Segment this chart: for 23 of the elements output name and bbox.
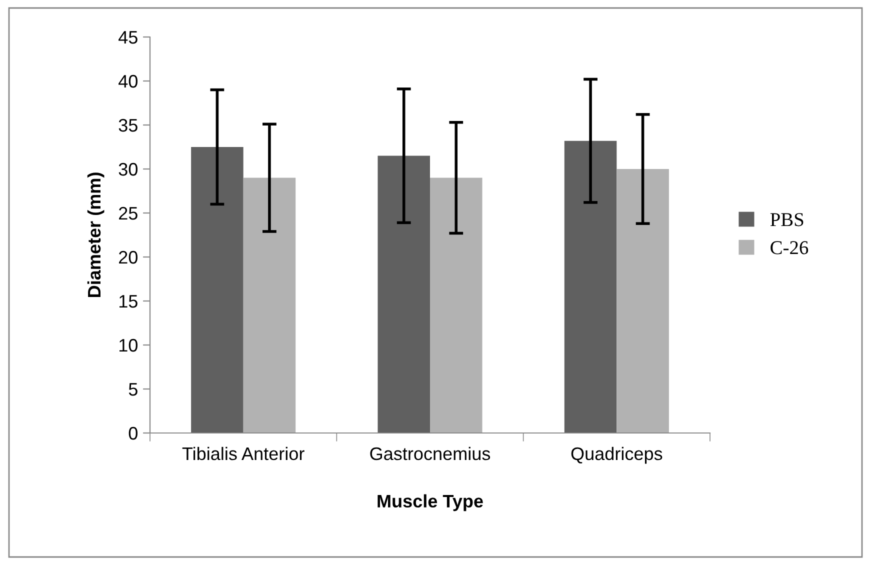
y-tick-label: 45 xyxy=(118,31,138,44)
y-tick-label: 30 xyxy=(118,162,138,176)
bar xyxy=(616,169,669,433)
bar xyxy=(243,178,296,433)
y-tick-label: 5 xyxy=(128,383,138,396)
legend-label: C-26 xyxy=(770,241,808,254)
bar xyxy=(191,147,244,433)
x-axis-title: Muscle Type xyxy=(378,494,483,512)
bar xyxy=(378,156,430,433)
legend-label: PBS xyxy=(770,213,804,226)
y-tick-label: 10 xyxy=(119,338,138,352)
x-tick-label: Quadriceps xyxy=(571,446,662,464)
y-tick-label: 40 xyxy=(118,74,138,88)
x-tick-label: Tibialis Anterior xyxy=(182,446,304,460)
bar xyxy=(564,140,617,433)
y-tick-label: 15 xyxy=(119,295,138,308)
y-tick-label: 20 xyxy=(119,250,138,264)
y-tick-label: 0 xyxy=(128,426,138,440)
y-tick-label: 35 xyxy=(118,118,138,132)
bar xyxy=(430,178,482,433)
y-tick-label: 25 xyxy=(119,206,138,220)
x-tick-label: Gastrocnemius xyxy=(370,446,490,460)
y-axis-title: Diameter (mm) xyxy=(87,172,104,298)
